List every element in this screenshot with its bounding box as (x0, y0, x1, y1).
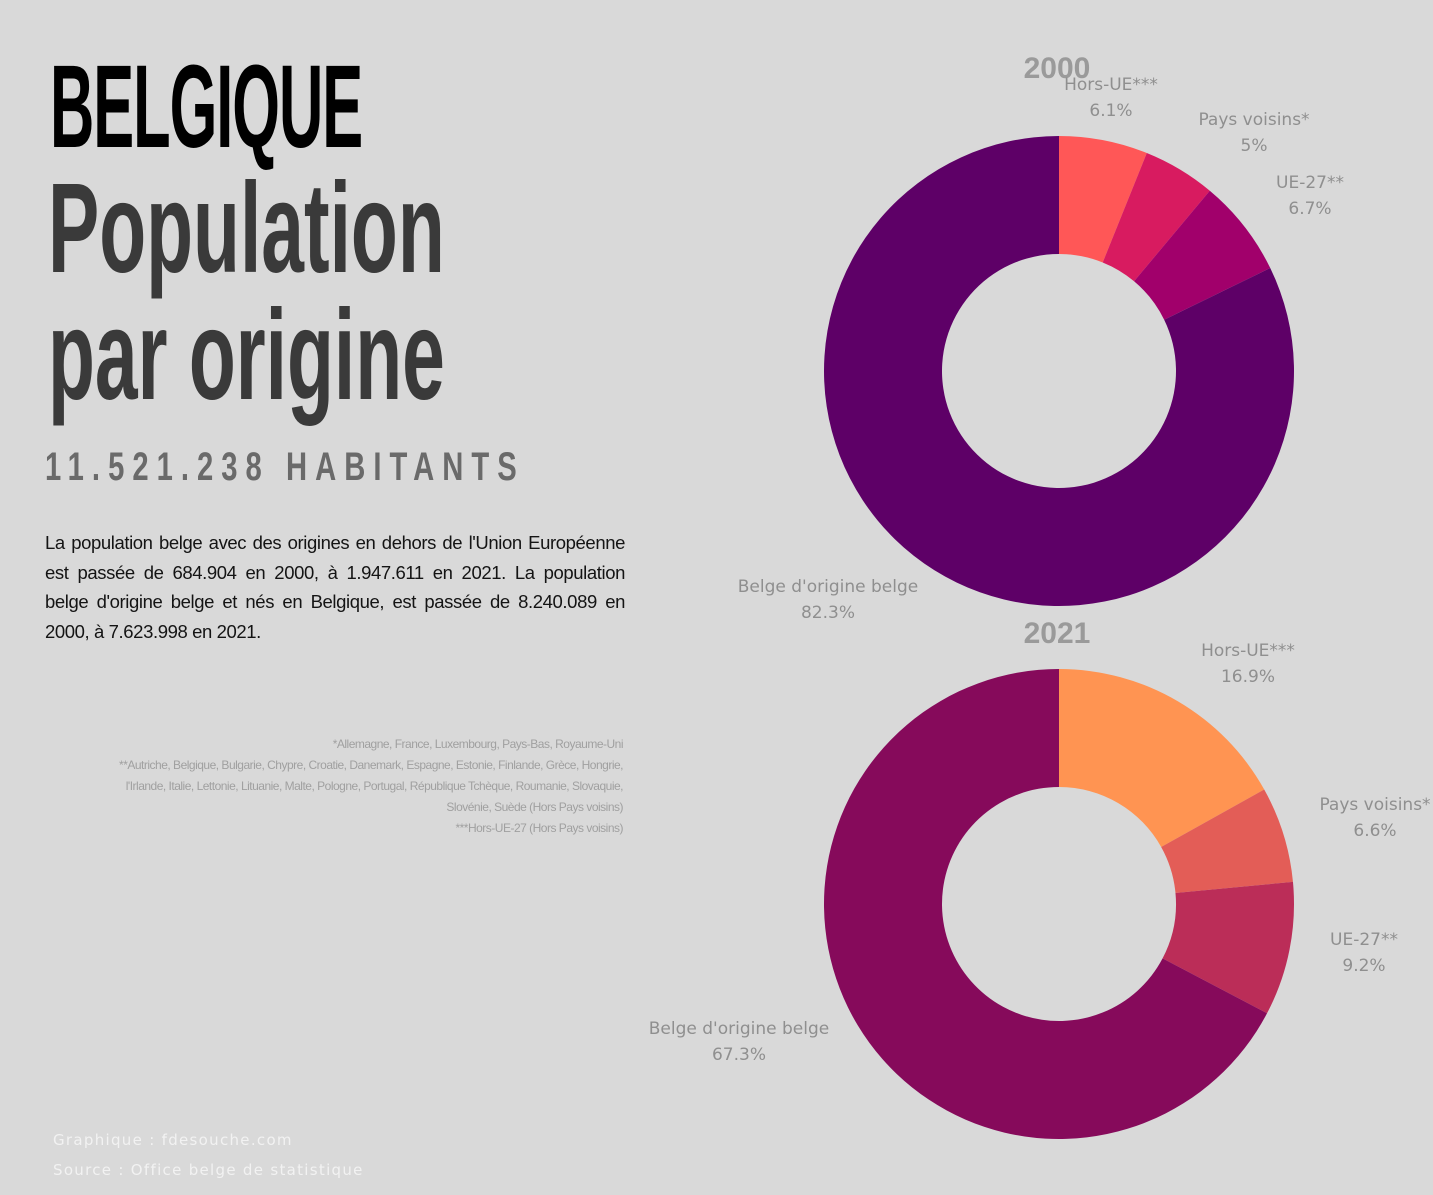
footnote-neighbors: *Allemagne, France, Luxembourg, Pays-Bas… (332, 737, 624, 751)
footnote-eu27-end: Slovénie, Suède (Hors Pays voisins) (446, 800, 623, 814)
donut-2000-slice-3 (1134, 190, 1271, 320)
inhabitants-count: 11.521.238 HABITANTS (45, 445, 525, 489)
donut-2000-year-label: 2000 (1024, 52, 1091, 85)
description-paragraph: La population belge avec des origines en… (45, 532, 625, 642)
donut-2021-year-label: 2021 (1024, 617, 1091, 650)
donut-2000-category-label-3: UE-27** (1276, 173, 1344, 193)
title-country: BELGIQUE (50, 41, 363, 173)
credit-source: Source : Office belge de statistique (53, 1161, 364, 1179)
donut-2000-category-label-4: Belge d'origine belge (738, 577, 918, 597)
donut-2021-value-label-3: 9.2% (1342, 956, 1385, 976)
footnote-non-eu: ***Hors-UE-27 (Hors Pays voisins) (455, 821, 623, 835)
donut-2021-category-label-3: UE-27** (1330, 930, 1398, 950)
credits: Graphique : fdesouche.com Source : Offic… (53, 1125, 364, 1185)
donut-2021-slice-4 (823, 669, 1268, 1139)
donut-2000-value-label-3: 6.7% (1288, 199, 1331, 219)
donut-2000-slice-2 (1102, 153, 1210, 282)
donut-2021-value-label-4: 67.3% (712, 1045, 766, 1065)
donut-2000-value-label-4: 82.3% (801, 603, 855, 623)
donut-2021-slice-1 (1059, 669, 1265, 847)
donut-2021-value-label-1: 16.9% (1221, 667, 1275, 687)
footnotes: *Allemagne, France, Luxembourg, Pays-Bas… (60, 734, 623, 839)
footnote-eu27-cont: l'Irlande, Italie, Lettonie, Lituanie, M… (125, 779, 624, 793)
donut-2000-slice-4 (824, 136, 1295, 606)
donut-2000-value-label-2: 5% (1241, 136, 1268, 156)
donut-2021-slice-3 (1162, 881, 1294, 1014)
donut-2021-value-label-2: 6.6% (1353, 821, 1396, 841)
donut-2000-value-label-1: 6.1% (1089, 101, 1132, 121)
donut-2021-slice-2 (1161, 789, 1293, 893)
donut-2021-category-label-4: Belge d'origine belge (649, 1019, 829, 1039)
donut-2000-category-label-1: Hors-UE*** (1064, 75, 1158, 95)
title-line-1: Population (48, 157, 445, 300)
donut-2021-category-label-2: Pays voisins* (1319, 795, 1430, 815)
footnote-eu27: **Autriche, Belgique, Bulgarie, Chypre, … (119, 758, 623, 772)
donut-2000-category-label-2: Pays voisins* (1198, 110, 1309, 130)
donut-2000-slice-1 (1059, 136, 1147, 263)
donut-2021-category-label-1: Hors-UE*** (1201, 641, 1295, 661)
credit-graphic: Graphique : fdesouche.com (53, 1131, 293, 1149)
title-line-2: par origine (48, 284, 445, 427)
